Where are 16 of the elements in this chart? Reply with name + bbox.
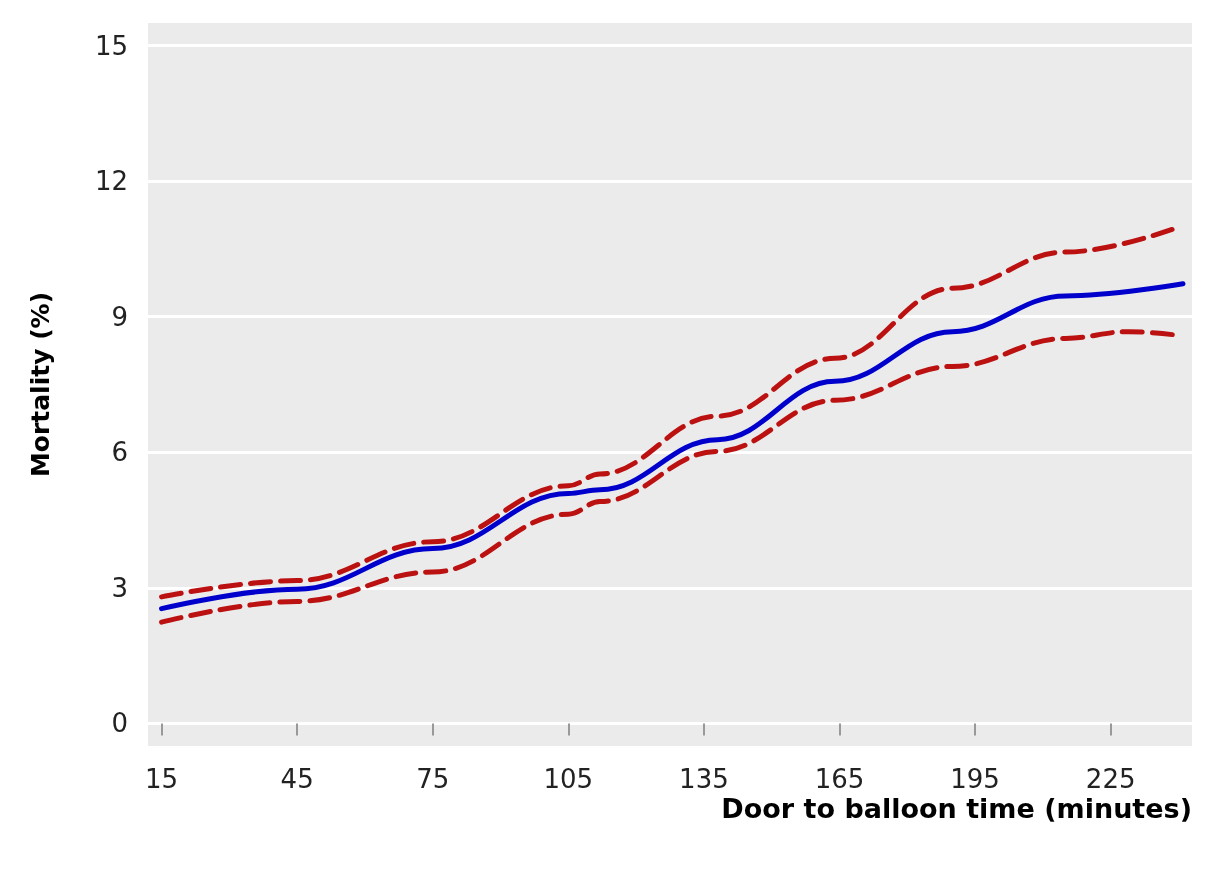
x-tick-label: 165	[814, 764, 865, 794]
y-tick-label: 0	[111, 708, 128, 739]
x-tick-label: 45	[280, 764, 314, 794]
x-tick-label: 105	[543, 764, 594, 794]
x-tick-label: 135	[679, 764, 729, 794]
y-tick-label: 3	[111, 572, 128, 603]
y-axis-title: Mortality (%)	[26, 291, 55, 478]
x-axis-title: Door to balloon time (minutes)	[721, 793, 1192, 825]
y-tick-label: 9	[111, 301, 128, 332]
y-tick-label: 6	[111, 437, 128, 468]
y-tick-label: 15	[94, 30, 128, 61]
y-tick-label: 12	[94, 166, 128, 197]
x-tick-label: 195	[950, 764, 1000, 794]
x-tick-label: 15	[145, 764, 179, 794]
x-tick-label: 75	[416, 764, 450, 794]
x-tick-label: 225	[1085, 764, 1136, 794]
